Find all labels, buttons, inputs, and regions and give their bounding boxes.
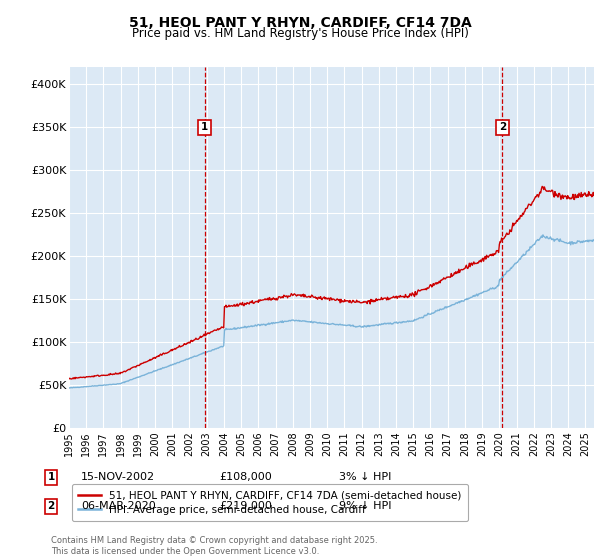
Text: 3% ↓ HPI: 3% ↓ HPI: [339, 472, 391, 482]
Text: 15-NOV-2002: 15-NOV-2002: [81, 472, 155, 482]
Legend: 51, HEOL PANT Y RHYN, CARDIFF, CF14 7DA (semi-detached house), HPI: Average pric: 51, HEOL PANT Y RHYN, CARDIFF, CF14 7DA …: [71, 484, 468, 521]
Text: Price paid vs. HM Land Registry's House Price Index (HPI): Price paid vs. HM Land Registry's House …: [131, 27, 469, 40]
Text: Contains HM Land Registry data © Crown copyright and database right 2025.
This d: Contains HM Land Registry data © Crown c…: [51, 536, 377, 556]
Text: £108,000: £108,000: [219, 472, 272, 482]
Text: 2: 2: [499, 123, 506, 132]
Text: 1: 1: [201, 123, 208, 132]
Text: 51, HEOL PANT Y RHYN, CARDIFF, CF14 7DA: 51, HEOL PANT Y RHYN, CARDIFF, CF14 7DA: [128, 16, 472, 30]
Text: 9% ↓ HPI: 9% ↓ HPI: [339, 501, 391, 511]
Text: £219,000: £219,000: [219, 501, 272, 511]
Text: 06-MAR-2020: 06-MAR-2020: [81, 501, 156, 511]
Text: 1: 1: [47, 472, 55, 482]
Text: 2: 2: [47, 501, 55, 511]
